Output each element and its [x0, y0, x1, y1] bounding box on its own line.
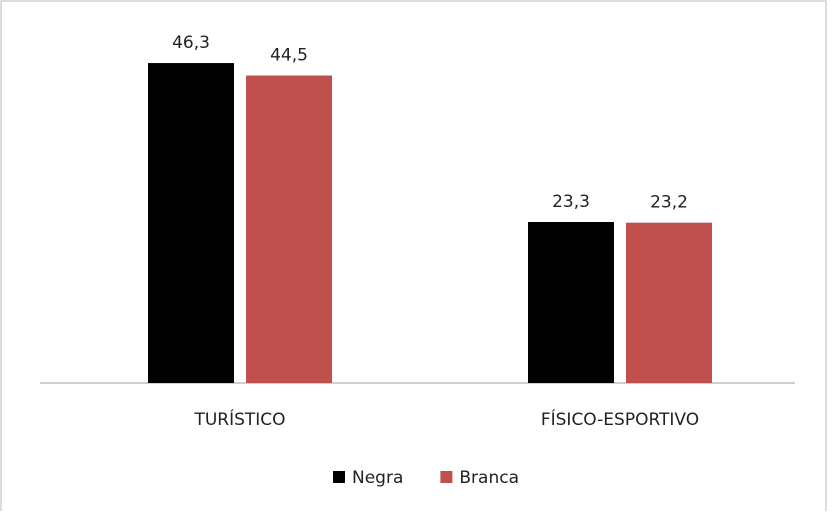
- bar: [148, 63, 234, 383]
- bar: [626, 222, 712, 383]
- legend-swatch: [333, 471, 345, 483]
- data-label: 46,3: [172, 33, 210, 53]
- x-tick-label: TURÍSTICO: [193, 408, 285, 430]
- data-label: 23,3: [552, 192, 590, 212]
- bar: [246, 75, 332, 383]
- legend-label: Branca: [459, 468, 519, 488]
- bar: [528, 221, 614, 383]
- data-label: 44,5: [270, 46, 308, 66]
- legend-label: Negra: [352, 468, 403, 488]
- data-label: 23,2: [650, 193, 688, 213]
- x-tick-label: FÍSICO-ESPORTIVO: [541, 408, 699, 430]
- legend-swatch: [440, 471, 453, 483]
